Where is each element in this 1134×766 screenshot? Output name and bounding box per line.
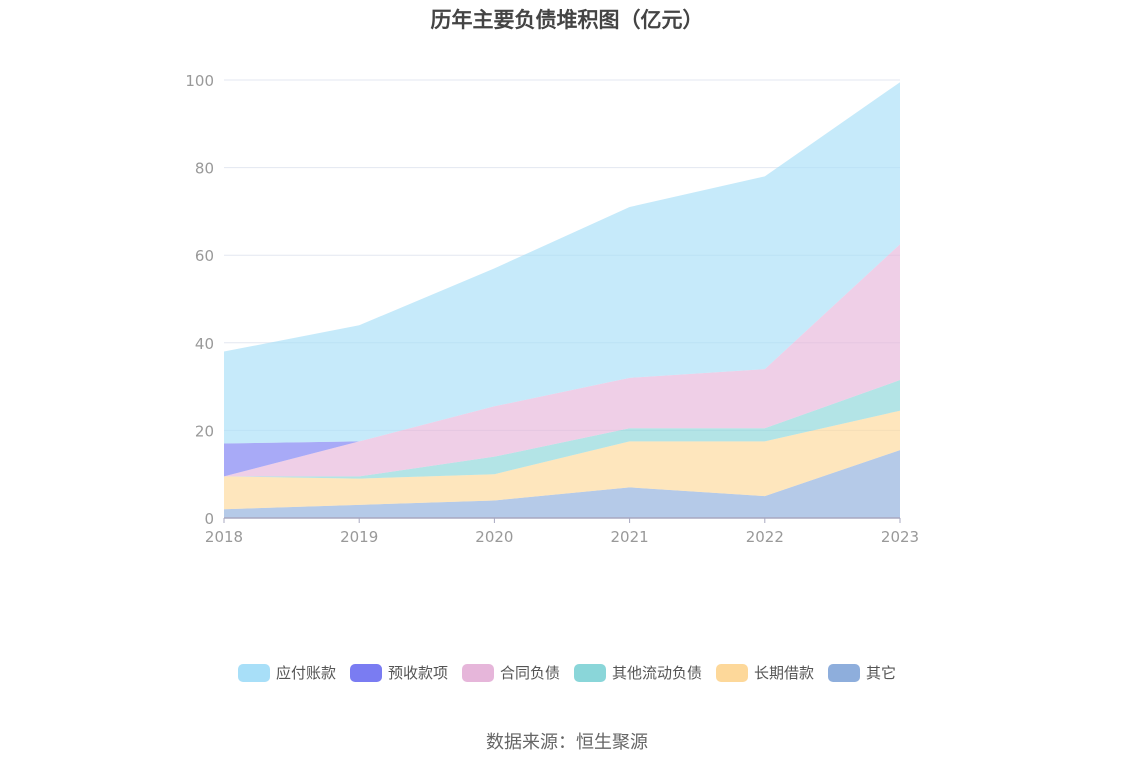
- legend: 应付账款 预收款项 合同负债 其他流动负债 长期借款 其它: [0, 662, 1134, 683]
- y-tick-label: 100: [185, 72, 214, 90]
- legend-item[interactable]: 其它: [828, 662, 896, 683]
- legend-swatch: [349, 663, 382, 682]
- legend-swatch: [237, 663, 270, 682]
- legend-item[interactable]: 合同负债: [461, 662, 560, 683]
- area-series-其他流动负债[interactable]: [224, 380, 900, 479]
- area-series: [224, 82, 900, 518]
- x-tick-label: 2020: [475, 528, 513, 546]
- x-tick-label: 2018: [205, 528, 243, 546]
- legend-label: 合同负债: [499, 664, 560, 682]
- legend-swatch: [828, 663, 861, 682]
- legend-label: 应付账款: [275, 664, 336, 682]
- legend-label: 预收款项: [387, 664, 448, 682]
- area-series-应付账款[interactable]: [224, 82, 900, 444]
- legend-swatch: [574, 663, 606, 682]
- data-source: 数据来源：恒生聚源: [486, 732, 648, 753]
- legend-label: 长期借款: [754, 664, 815, 682]
- legend-item[interactable]: 应付账款: [237, 662, 336, 683]
- legend-label: 其它: [866, 664, 897, 682]
- area-series-预收款项[interactable]: [224, 244, 900, 477]
- x-tick-label: 2022: [746, 528, 784, 546]
- y-tick-label: 0: [204, 510, 214, 528]
- y-tick-label: 40: [195, 335, 214, 353]
- x-tick-label: 2021: [611, 528, 649, 546]
- y-tick-label: 80: [195, 160, 214, 178]
- area-series-其它[interactable]: [224, 450, 900, 518]
- area-series-长期借款[interactable]: [224, 410, 900, 510]
- legend-label: 其他流动负债: [612, 664, 703, 682]
- legend-item[interactable]: 其他流动负债: [574, 662, 702, 683]
- y-tick-label: 20: [195, 422, 214, 440]
- legend-item[interactable]: 长期借款: [716, 662, 814, 683]
- area-series-合同负债[interactable]: [224, 244, 900, 477]
- legend-swatch: [461, 663, 494, 682]
- axes: 0 20 40 60 80 100 2018 2019 2020 2021 2022 2023: [185, 72, 919, 546]
- legend-swatch: [716, 663, 749, 682]
- legend-item[interactable]: 预收款项: [349, 662, 448, 683]
- x-tick-label: 2019: [340, 528, 378, 546]
- chart-title: 历年主要负债堆积图（亿元）: [430, 8, 704, 32]
- y-tick-label: 60: [195, 247, 214, 265]
- x-tick-label: 2023: [881, 528, 919, 546]
